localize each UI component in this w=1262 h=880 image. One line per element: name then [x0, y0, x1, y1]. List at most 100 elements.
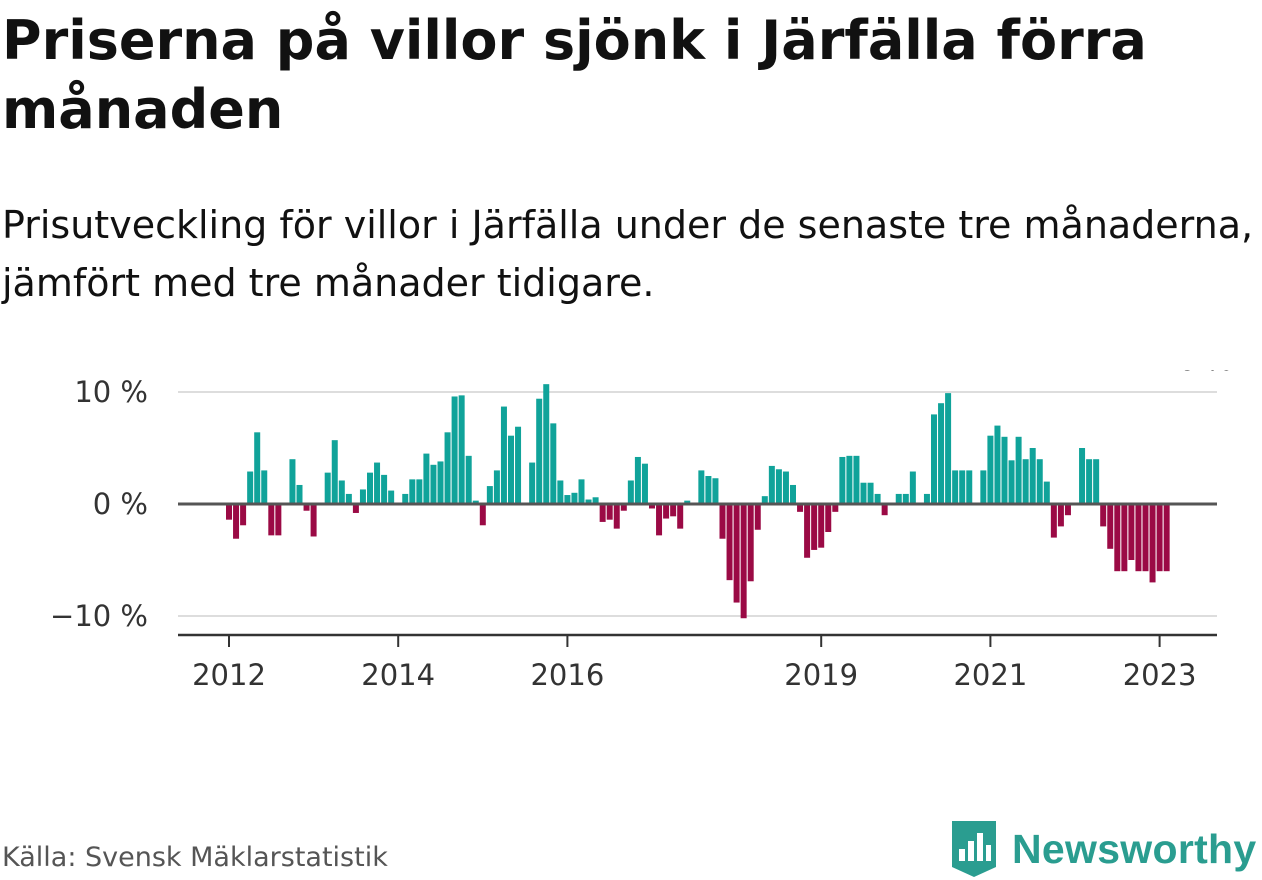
- bar: [416, 479, 423, 504]
- bar: [649, 504, 655, 509]
- bar: [881, 504, 888, 516]
- bar: [705, 476, 712, 504]
- bar: [451, 396, 458, 504]
- bar: [627, 480, 634, 504]
- bar: [247, 471, 254, 504]
- bar: [592, 497, 599, 504]
- bar: [1001, 436, 1008, 504]
- gridlines: [178, 391, 1217, 617]
- bar: [578, 479, 585, 504]
- bar: [747, 504, 754, 582]
- bar: [634, 456, 641, 504]
- bar: [895, 493, 902, 504]
- x-tick-label: 2014: [361, 658, 435, 692]
- bar: [790, 484, 796, 504]
- bar: [733, 504, 740, 603]
- bar: [543, 384, 550, 504]
- bar: [1050, 504, 1057, 538]
- bar: [388, 490, 395, 504]
- bar: [825, 504, 832, 532]
- bars: [226, 384, 1170, 619]
- bar: [938, 403, 945, 504]
- chart-subtitle: Prisutveckling för villor i Järfälla und…: [2, 203, 1254, 305]
- chart-title: Priserna på villor sjönk i Järfälla förr…: [2, 9, 1147, 141]
- bar: [712, 478, 719, 504]
- bar: [275, 504, 282, 536]
- bar: [240, 504, 247, 526]
- bar: [1043, 481, 1050, 504]
- bar: [423, 453, 430, 504]
- bar: [768, 465, 775, 504]
- bar: [409, 479, 416, 504]
- bar: [684, 500, 691, 504]
- bar: [515, 426, 522, 504]
- bar: [620, 504, 627, 511]
- bar: [493, 470, 500, 504]
- x-tick-label: 2016: [530, 658, 604, 692]
- bar: [359, 489, 366, 504]
- bar: [296, 484, 303, 504]
- bar: [1057, 504, 1064, 527]
- bar: [564, 495, 571, 504]
- bar: [226, 504, 232, 520]
- x-tick-label: 2019: [784, 658, 858, 692]
- bar: [909, 471, 916, 504]
- latest-value-label: −6 %: [1153, 370, 1233, 377]
- bar: [1163, 504, 1170, 572]
- bar: [797, 504, 804, 512]
- bar: [599, 504, 606, 522]
- bar: [874, 493, 881, 504]
- bar: [1128, 504, 1135, 560]
- bar: [585, 499, 592, 504]
- brand-name: Newsworthy: [1012, 825, 1257, 872]
- bar: [529, 462, 536, 504]
- bar: [1086, 459, 1093, 504]
- bar: [1121, 504, 1128, 572]
- bar: [1079, 448, 1086, 504]
- bar: [1100, 504, 1107, 527]
- bar: [1142, 504, 1149, 572]
- newsworthy-logo-icon: [952, 821, 996, 877]
- bar: [677, 504, 684, 529]
- bar: [1008, 460, 1015, 504]
- bar: [338, 480, 345, 504]
- bar: [867, 482, 874, 504]
- bar: [402, 493, 409, 504]
- bar: [1156, 504, 1163, 572]
- bar: [698, 470, 705, 504]
- bar: [980, 470, 987, 504]
- bar: [1135, 504, 1142, 572]
- bar: [853, 455, 860, 504]
- axes: [178, 502, 1217, 647]
- bar: [479, 504, 486, 526]
- bar: [352, 504, 359, 513]
- bar: [761, 496, 768, 504]
- bar: [1064, 504, 1071, 516]
- bar: [1107, 504, 1114, 549]
- x-tick-label: 2023: [1123, 658, 1197, 692]
- bar: [289, 459, 296, 504]
- bar: [846, 455, 853, 504]
- bar: [437, 461, 444, 504]
- bar: [508, 435, 514, 504]
- bar: [254, 432, 261, 504]
- source-note: Källa: Svensk Mäklarstatistik: [2, 842, 388, 873]
- bar: [952, 470, 959, 504]
- bar: [663, 504, 670, 519]
- bar: [374, 462, 381, 504]
- bar: [486, 486, 493, 504]
- bar: [839, 456, 846, 504]
- bar: [310, 504, 317, 537]
- bar: [557, 480, 564, 504]
- bar: [261, 470, 268, 504]
- bar: [945, 393, 952, 504]
- bar: [1022, 459, 1029, 504]
- bar: [966, 470, 973, 504]
- bar: [959, 470, 966, 504]
- bar: [268, 504, 275, 536]
- bar: [902, 493, 909, 504]
- bar: [1029, 448, 1036, 504]
- brand-logo[interactable]: Newsworthy: [950, 818, 1257, 880]
- bar: [465, 455, 472, 504]
- y-tick-label: 10 %: [74, 375, 148, 409]
